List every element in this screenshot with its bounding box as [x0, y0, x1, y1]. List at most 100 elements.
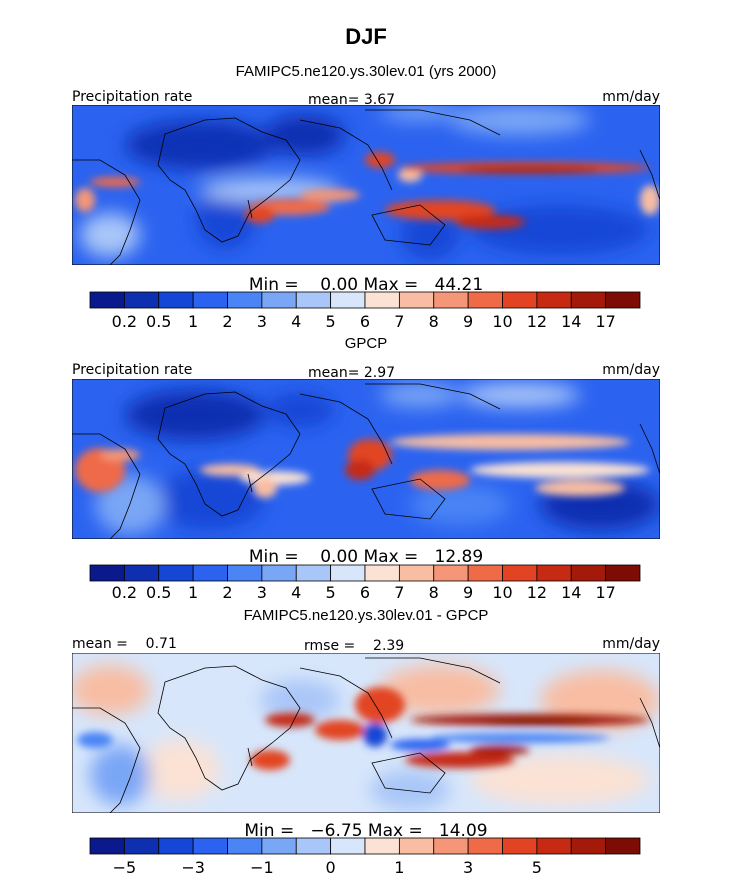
colorbar-bin — [295, 291, 332, 309]
colorbar-tick-label: 5 — [532, 858, 542, 877]
colorbar-tick-label: 17 — [595, 583, 615, 602]
colorbar-tick-label: 3 — [463, 858, 473, 877]
colorbar-tick-label: 0.5 — [146, 583, 171, 602]
colorbar-tick-label: 0.2 — [112, 583, 137, 602]
colorbar-tick-label: 7 — [394, 312, 404, 331]
panel-model-map — [72, 105, 660, 265]
panel-model-left-label: Precipitation rate — [72, 89, 192, 105]
colorbar-bin — [364, 291, 400, 309]
colorbar-tick-label: −1 — [250, 858, 274, 877]
colorbar-bin — [398, 837, 435, 855]
colorbar-tick-label: 1 — [394, 858, 404, 877]
colorbar-bin — [467, 564, 503, 582]
colorbar-bin — [192, 291, 228, 309]
colorbar-tick-label: 3 — [257, 312, 267, 331]
colorbar-bin — [123, 837, 160, 855]
colorbar-bin — [330, 837, 366, 855]
panel-model-subtitle: FAMIPC5.ne120.ys.30lev.01 (yrs 2000) — [236, 63, 497, 80]
colorbar-bin — [502, 291, 538, 309]
colorbar-bin — [261, 291, 297, 309]
colorbar-bin — [570, 291, 607, 309]
colorbar-tick-label: 1 — [188, 583, 198, 602]
colorbar-bin — [502, 837, 538, 855]
colorbar-bin — [158, 564, 194, 582]
panel-model-stats: Min = 0.00 Max = 44.21 — [249, 275, 483, 295]
colorbar-tick-label: 1 — [188, 312, 198, 331]
colorbar-tick-label: 2 — [222, 312, 232, 331]
page-title: DJF — [345, 24, 387, 49]
colorbar-tick-label: 6 — [360, 312, 370, 331]
panel-diff-subtitle: FAMIPC5.ne120.ys.30lev.01 - GPCP — [244, 607, 489, 624]
panel-obs-units-label: mm/day — [602, 362, 660, 378]
panel-model-mean-label: mean= 3.67 — [308, 92, 395, 108]
colorbar-tick-label: 10 — [492, 312, 512, 331]
panel-obs-mean-label: mean= 2.97 — [308, 365, 395, 381]
colorbar-bin — [261, 564, 297, 582]
panel-diff-rmse-label: rmse = 2.39 — [304, 638, 404, 654]
colorbar-tick-label: 0.2 — [112, 312, 137, 331]
colorbar-bin — [158, 291, 194, 309]
colorbar-bin — [123, 564, 160, 582]
colorbar-bin — [192, 564, 228, 582]
colorbar-tick-label: 2 — [222, 583, 232, 602]
colorbar-bin — [192, 837, 228, 855]
colorbar-bin — [227, 564, 263, 582]
colorbar-tick-label: 12 — [527, 583, 547, 602]
colorbar-bin — [433, 837, 469, 855]
colorbar-bin — [123, 291, 160, 309]
colorbar-tick-label: 0.5 — [146, 312, 171, 331]
panel-diff-map — [72, 653, 660, 813]
colorbar-tick-label: 12 — [527, 312, 547, 331]
colorbar-bin — [570, 564, 607, 582]
panel-obs-colorbar: 0.2 0.5 1 2 3 4 5 6 7 8 9 10 12 14 17 — [89, 564, 641, 602]
colorbar-bin — [398, 291, 435, 309]
colorbar-bin — [536, 291, 572, 309]
colorbar-tick-label: −5 — [113, 858, 137, 877]
panel-obs-stats: Min = 0.00 Max = 12.89 — [249, 547, 483, 567]
colorbar-bin — [158, 837, 194, 855]
panel-obs-subtitle: GPCP — [345, 335, 388, 352]
colorbar-bin — [605, 291, 641, 309]
colorbar-tick-label: 9 — [463, 312, 473, 331]
colorbar-bin — [295, 837, 332, 855]
colorbar-bin — [330, 291, 366, 309]
panel-model-units-label: mm/day — [602, 89, 660, 105]
panel-model-colorbar: 0.2 0.5 1 2 3 4 5 6 7 8 9 10 12 14 17 — [89, 291, 641, 331]
panel-diff-mean-label: mean = 0.71 — [72, 636, 177, 652]
colorbar-bin — [364, 564, 400, 582]
colorbar-bin — [89, 564, 125, 582]
colorbar-bin — [398, 564, 435, 582]
colorbar-bin — [536, 837, 572, 855]
panel-diff-stats: Min = −6.75 Max = 14.09 — [244, 821, 487, 841]
colorbar-tick-label: 4 — [291, 583, 301, 602]
panel-diff-colorbar: −5 −3 −1 0 1 3 5 — [89, 837, 641, 877]
colorbar-bin — [89, 291, 125, 309]
colorbar-tick-label: 10 — [492, 583, 512, 602]
colorbar-tick-label: 4 — [291, 312, 301, 331]
colorbar-bin — [295, 564, 332, 582]
colorbar-tick-label: 14 — [561, 583, 581, 602]
colorbar-tick-label: 14 — [561, 312, 581, 331]
colorbar-bin — [89, 837, 125, 855]
colorbar-bin — [364, 837, 400, 855]
colorbar-bin — [502, 564, 538, 582]
panel-obs: GPCP Precipitation rate mean= 2.97 mm/da… — [72, 335, 660, 602]
panel-diff-units-label: mm/day — [602, 636, 660, 652]
colorbar-tick-label: −3 — [181, 858, 205, 877]
panel-diff: FAMIPC5.ne120.ys.30lev.01 - GPCP mean = … — [72, 607, 660, 877]
colorbar-bin — [330, 564, 366, 582]
colorbar-tick-label: 8 — [429, 583, 439, 602]
colorbar-bin — [227, 291, 263, 309]
colorbar-tick-label: 5 — [326, 583, 336, 602]
colorbar-bin — [605, 564, 641, 582]
colorbar-tick-label: 7 — [394, 583, 404, 602]
colorbar-bin — [605, 837, 641, 855]
colorbar-tick-label: 5 — [326, 312, 336, 331]
colorbar-bin — [536, 564, 572, 582]
colorbar-bin — [261, 837, 297, 855]
colorbar-bin — [467, 291, 503, 309]
colorbar-tick-label: 8 — [429, 312, 439, 331]
colorbar-tick-label: 0 — [326, 858, 336, 877]
colorbar-bin — [570, 837, 607, 855]
colorbar-tick-label: 6 — [360, 583, 370, 602]
